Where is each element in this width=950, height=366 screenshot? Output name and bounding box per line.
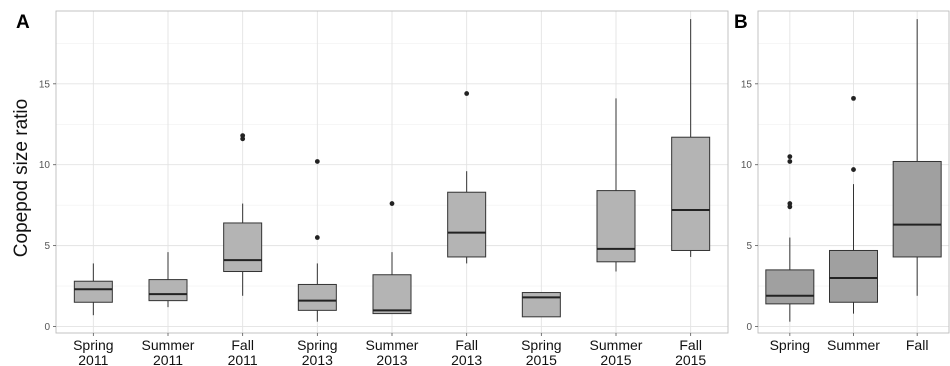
y-tick-label: 15 (39, 79, 51, 90)
x-tick-label-year: 2013 (451, 352, 482, 366)
box-4 (297, 159, 337, 322)
y-tick-label: 0 (746, 322, 752, 333)
panel-b: 0 5 10 15 Spring Summer Fall B (734, 10, 950, 353)
y-tick-label: 10 (741, 160, 753, 171)
iqr-box (148, 279, 188, 302)
box-8 (596, 98, 636, 272)
x-tick-label: Summer (590, 337, 643, 353)
x-tick-label-year: 2013 (302, 352, 333, 366)
outlier-point (787, 154, 793, 160)
box-2 (148, 252, 188, 308)
x-tick-label-year: 2011 (228, 352, 258, 366)
x-tick-label: Summer (827, 337, 880, 353)
box-1 (73, 263, 113, 316)
outlier-point (240, 133, 246, 138)
box-3 (892, 19, 942, 296)
outlier-point (389, 201, 395, 206)
iqr-box (297, 283, 337, 311)
outlier-point (787, 159, 793, 164)
iqr-box (671, 136, 711, 251)
x-tick-label: Fall (679, 337, 702, 353)
iqr-box (372, 274, 412, 315)
outlier-point (787, 201, 793, 206)
y-axis-label: Copepod size ratio (11, 99, 32, 257)
outlier-point (314, 159, 320, 164)
x-tick-label: Summer (142, 337, 195, 353)
iqr-box (447, 191, 487, 258)
x-tick-label-year: 2013 (376, 352, 407, 366)
iqr-box (765, 269, 815, 305)
x-tick-label: Spring (297, 337, 337, 353)
y-tick-label: 15 (741, 79, 753, 90)
x-tick-label-year: 2015 (526, 352, 557, 366)
x-tick-label-year: 2015 (675, 352, 706, 366)
x-tick-label: Spring (73, 337, 113, 353)
panel-label: A (16, 12, 30, 33)
x-tick-label-year: 2015 (600, 352, 631, 366)
outlier-point (851, 167, 856, 172)
box-1 (765, 154, 815, 322)
x-tick-label: Fall (231, 337, 254, 353)
x-tick-label-year: 2011 (78, 352, 108, 366)
x-tick-label: Fall (455, 337, 478, 353)
x-tick-label-year: 2011 (153, 352, 183, 366)
outlier-point (851, 95, 856, 101)
x-tick-label: Fall (906, 337, 929, 353)
x-tick-label: Summer (366, 337, 419, 353)
iqr-box (892, 160, 942, 258)
iqr-box (521, 292, 561, 318)
outlier-point (464, 91, 470, 96)
box-6 (447, 91, 487, 264)
x-tick-label: Spring (770, 337, 810, 353)
box-2 (829, 95, 878, 314)
box-7 (521, 292, 561, 318)
box-5 (372, 201, 412, 315)
x-tick-label: Spring (521, 337, 561, 353)
iqr-box (596, 190, 636, 263)
y-tick-label: 5 (746, 241, 752, 252)
panel-a: 051015Spring2011Summer2011Fall2011Spring… (16, 10, 729, 366)
iqr-box (223, 222, 263, 273)
y-tick-label: 5 (44, 241, 50, 252)
outlier-point (314, 235, 320, 240)
panel-label: B (734, 12, 748, 33)
box-3 (223, 133, 263, 296)
y-tick-label: 10 (39, 160, 51, 171)
iqr-box (73, 280, 113, 303)
box-9 (671, 19, 711, 257)
iqr-box (829, 249, 878, 303)
y-tick-label: 0 (44, 322, 50, 333)
